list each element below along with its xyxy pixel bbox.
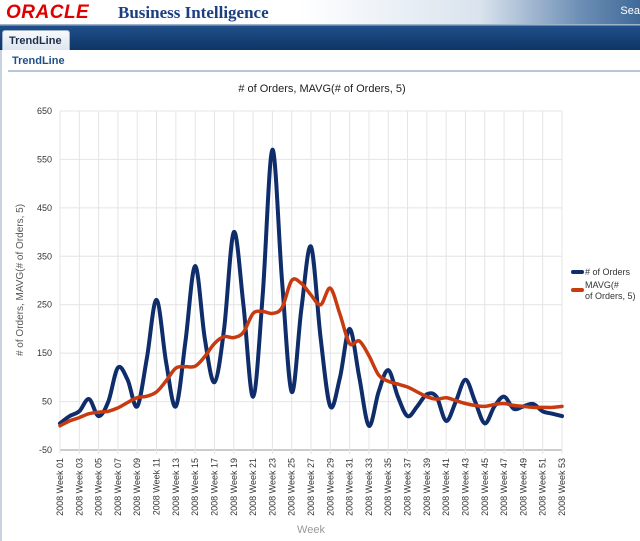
chart-legend: # of Orders MAVG(# of Orders, 5) (571, 267, 636, 301)
x-tick-label: 2008 Week 03 (74, 458, 84, 516)
x-tick-label: 2008 Week 33 (364, 458, 374, 516)
y-tick-label: 650 (37, 106, 52, 116)
x-tick-label: 2008 Week 15 (190, 458, 200, 516)
y-tick-label: 550 (37, 154, 52, 164)
chart-title: # of Orders, MAVG(# of Orders, 5) (238, 83, 405, 95)
x-tick-label: 2008 Week 39 (422, 458, 432, 516)
legend-label-mavg-line2: of Orders, 5) (585, 291, 636, 301)
oracle-logo[interactable]: ORACLE (6, 2, 90, 23)
section-divider (8, 70, 640, 72)
x-tick-label: 2008 Week 29 (325, 458, 335, 516)
app-header: ORACLE Business Intelligence Sea (0, 0, 640, 25)
y-tick-label: 150 (37, 348, 52, 358)
x-tick-label: 2008 Week 41 (441, 458, 451, 516)
y-tick-label: -50 (39, 445, 52, 455)
x-tick-label: 2008 Week 05 (94, 458, 104, 516)
x-tick-label: 2008 Week 09 (132, 458, 142, 516)
search-link[interactable]: Sea (620, 5, 640, 17)
x-tick-label: 2008 Week 21 (248, 458, 258, 516)
legend-label-orders: # of Orders (585, 267, 631, 277)
y-tick-label: 250 (37, 300, 52, 310)
legend-label-mavg: MAVG(# of Orders, 5) (585, 280, 636, 301)
y-tick-label: 350 (37, 251, 52, 261)
x-tick-label: 2008 Week 43 (460, 458, 470, 516)
x-tick-label: 2008 Week 37 (403, 458, 413, 516)
chart-series (58, 147, 564, 428)
x-tick-label: 2008 Week 47 (499, 458, 509, 516)
x-tick-label: 2008 Week 51 (538, 458, 548, 516)
orders-series-line (58, 147, 564, 428)
x-tick-label: 2008 Week 01 (55, 458, 65, 516)
x-tick-label: 2008 Week 35 (383, 458, 393, 516)
x-tick-label: 2008 Week 13 (171, 458, 181, 516)
x-tick-label: 2008 Week 17 (209, 458, 219, 516)
x-tick-label: 2008 Week 49 (518, 458, 528, 516)
mavg-series-line (58, 277, 564, 428)
y-tick-label: 50 (42, 397, 52, 407)
product-title: Business Intelligence (118, 3, 269, 22)
dashboard-content: TrendLine (0, 50, 640, 541)
x-tick-label: 2008 Week 25 (287, 458, 297, 516)
dashboard-tab-bar: TrendLine (0, 25, 640, 51)
trendline-chart: # of Orders, MAVG(# of Orders, 5) # of O… (15, 83, 636, 536)
chart-grid (59, 110, 563, 454)
x-tick-label: 2008 Week 31 (345, 458, 355, 516)
y-axis: -50 50 150 250 350 450 550 650 (37, 106, 52, 455)
x-axis: 2008 Week 01 2008 Week 03 2008 Week 05 2008… (55, 458, 567, 516)
x-axis-label: Week (297, 524, 325, 536)
y-axis-label: # of Orders, MAVG(# of Orders, 5) (15, 204, 26, 356)
legend-label-mavg-line1: MAVG(# (585, 280, 619, 290)
x-tick-label: 2008 Week 07 (113, 458, 123, 516)
x-tick-label: 2008 Week 27 (306, 458, 316, 516)
x-tick-label: 2008 Week 11 (152, 458, 162, 515)
section-title: TrendLine (12, 55, 65, 67)
tab-trendline[interactable]: TrendLine (2, 30, 70, 51)
x-tick-label: 2008 Week 53 (557, 458, 567, 516)
x-tick-label: 2008 Week 45 (480, 458, 490, 516)
x-tick-label: 2008 Week 19 (229, 458, 239, 516)
x-tick-label: 2008 Week 23 (267, 458, 277, 516)
y-tick-label: 450 (37, 203, 52, 213)
